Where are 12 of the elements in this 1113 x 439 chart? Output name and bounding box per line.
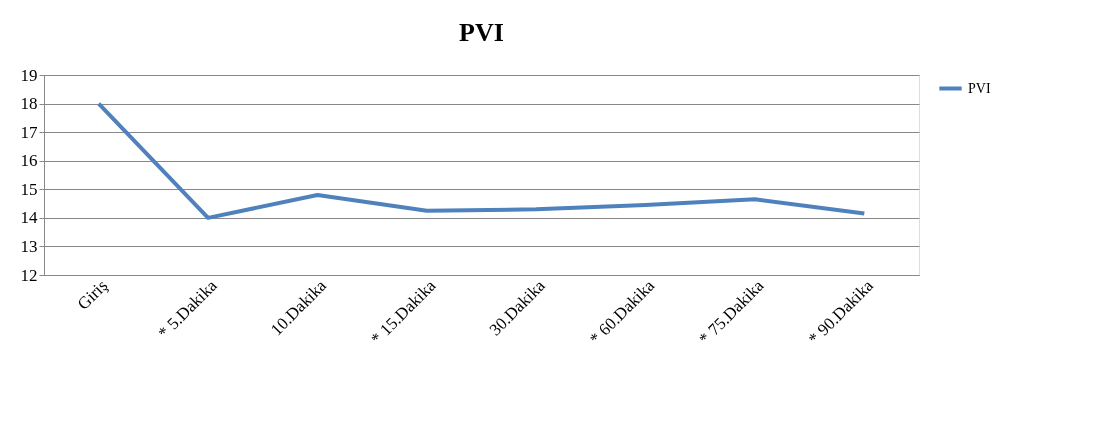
chart-title: PVI (459, 18, 504, 47)
legend-label: PVI (968, 80, 991, 96)
y-tick-label: 16 (20, 151, 38, 171)
y-tick-label: 14 (20, 208, 38, 228)
line-series (96, 101, 867, 220)
y-tick-label: 12 (20, 265, 38, 285)
y-tick-label: 13 (20, 236, 38, 256)
y-tick-label: 17 (20, 122, 38, 142)
x-tick-label: Giriş (73, 276, 112, 314)
y-tick-label: 19 (20, 65, 38, 85)
y-tick-label: 15 (20, 179, 38, 199)
y-tick-label: 18 (20, 94, 38, 114)
